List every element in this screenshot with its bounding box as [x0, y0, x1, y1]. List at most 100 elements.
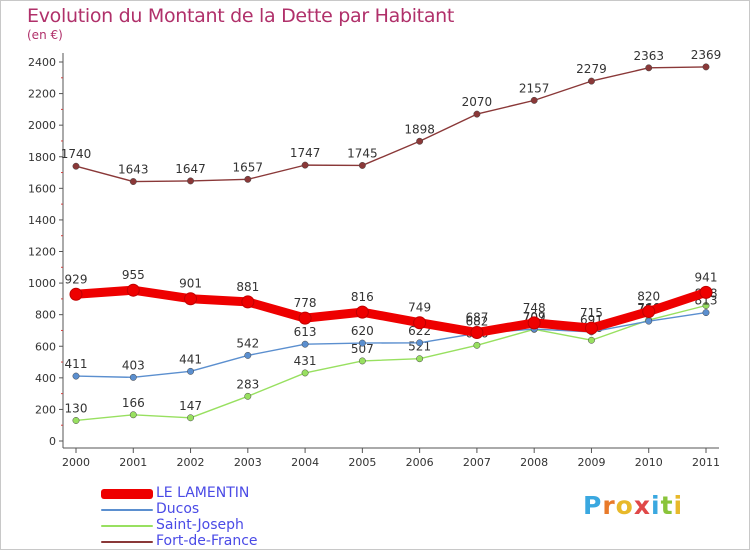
data-label: 715 — [580, 306, 603, 320]
data-label: 1740 — [61, 147, 92, 161]
legend-item-fort-de-france: Fort-de-France — [101, 533, 321, 550]
data-point — [699, 285, 713, 299]
data-point — [187, 367, 194, 375]
data-label: 749 — [408, 301, 431, 315]
data-point — [184, 292, 198, 306]
data-point — [355, 305, 369, 319]
series-ducos: 411403441542613620622682709691759813 — [65, 294, 717, 381]
x-tick-label: 2010 — [635, 456, 663, 469]
data-label: 620 — [351, 324, 374, 338]
data-point — [416, 355, 424, 363]
y-tick-label: 600 — [35, 340, 56, 353]
data-label: 955 — [122, 268, 145, 282]
legend-swatch-ducos — [101, 509, 153, 511]
logo-letter: t — [660, 491, 674, 520]
data-label: 2369 — [691, 48, 722, 62]
series-layer: 1740 1643 1647 1657 1747 1745 1898 2070 2157 2279… — [61, 48, 722, 424]
data-point — [702, 309, 710, 317]
data-label: 1745 — [347, 146, 378, 160]
y-tick-label: 0 — [49, 435, 56, 448]
legend-label-saint-joseph: Saint-Joseph — [156, 517, 244, 533]
data-point — [702, 63, 710, 71]
data-point — [642, 305, 656, 319]
legend-item-saint-joseph: Saint-Joseph — [101, 517, 321, 534]
data-point — [470, 326, 484, 340]
data-label: 901 — [179, 277, 202, 291]
legend-item-le-lamentin: LE LAMENTIN — [101, 485, 321, 502]
data-point — [645, 317, 653, 325]
logo-letter: P — [583, 491, 603, 520]
data-point — [72, 417, 80, 424]
chart-title: Evolution du Montant de la Dette par Hab… — [27, 5, 455, 27]
data-point — [645, 64, 653, 72]
data-label: 431 — [294, 354, 317, 368]
data-point — [244, 392, 252, 400]
y-tick-label: 1600 — [28, 182, 56, 195]
x-tick-label: 2007 — [463, 456, 491, 469]
data-label: 1898 — [404, 122, 435, 136]
logo-letter: r — [602, 491, 616, 520]
data-label: 441 — [179, 352, 202, 366]
data-point — [358, 161, 366, 169]
legend: LE LAMENTIN Ducos Saint-Joseph Fort-de-F… — [101, 485, 321, 550]
data-label: 941 — [695, 270, 718, 284]
data-point — [588, 336, 595, 344]
data-point — [413, 316, 427, 330]
series-saint-joseph: 130166147283431507521606707638766858 — [65, 287, 717, 424]
legend-label-ducos: Ducos — [156, 501, 200, 517]
data-point — [129, 411, 137, 419]
proxiti-logo: Proxiti — [583, 491, 683, 520]
data-label: 2363 — [633, 49, 664, 63]
data-label: 507 — [351, 342, 374, 356]
legend-swatch-saint-joseph — [101, 525, 153, 527]
data-point — [129, 373, 137, 381]
series-line-fort-de-france — [75, 66, 707, 183]
data-label: 411 — [65, 357, 88, 371]
data-point — [244, 175, 252, 183]
legend-label-fort-de-france: Fort-de-France — [156, 533, 258, 549]
data-label: 283 — [236, 377, 259, 391]
data-label: 166 — [122, 396, 145, 410]
logo-letter: i — [651, 491, 661, 520]
chart-unit: (en €) — [27, 28, 63, 42]
y-tick-label: 800 — [35, 309, 56, 322]
x-tick-label: 2006 — [406, 456, 434, 469]
data-point — [473, 341, 481, 349]
series-line-ducos — [75, 311, 707, 379]
data-point — [473, 110, 481, 118]
y-tick-label: 400 — [35, 372, 56, 385]
data-point — [416, 339, 424, 347]
y-tick-label: 1800 — [28, 151, 56, 164]
data-point — [187, 177, 194, 185]
data-point — [126, 283, 140, 297]
x-tick-label: 2001 — [119, 456, 147, 469]
y-tick-label: 1200 — [28, 246, 56, 259]
data-point — [358, 339, 366, 347]
data-point — [530, 96, 538, 104]
data-label: 1643 — [118, 163, 149, 177]
data-label: 403 — [122, 358, 145, 372]
data-point — [584, 321, 598, 335]
data-label: 687 — [465, 311, 488, 325]
data-label: 682 — [465, 314, 488, 328]
x-axis-ticks: 2000 2001 2002 2003 2004 2005 2006 2007 2008 2009… — [62, 448, 720, 469]
data-label: 2279 — [576, 62, 607, 76]
data-point — [129, 178, 137, 185]
data-point — [241, 295, 255, 309]
data-point — [416, 137, 424, 145]
data-label: 778 — [294, 296, 317, 310]
x-tick-label: 2002 — [177, 456, 205, 469]
data-point — [702, 302, 710, 309]
data-point — [187, 414, 194, 422]
x-tick-label: 2011 — [692, 456, 720, 469]
series-line-le-lamentin — [71, 285, 711, 338]
data-point — [244, 351, 252, 359]
axes — [62, 53, 719, 449]
data-label: 613 — [294, 325, 317, 339]
y-tick-label: 2400 — [28, 56, 56, 69]
data-label: 130 — [65, 401, 88, 415]
data-label: 542 — [236, 336, 259, 350]
series-le-lamentin: 929 955 901 881 778 816 749 687 748 715 820 941 — [65, 268, 718, 340]
